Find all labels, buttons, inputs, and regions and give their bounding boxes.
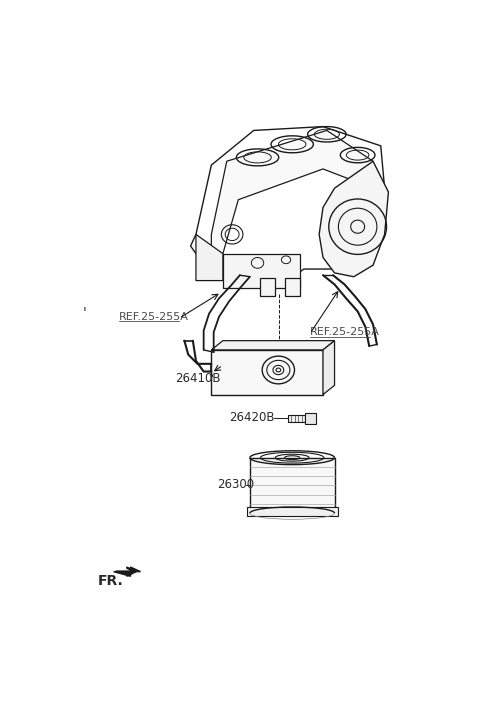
Polygon shape bbox=[250, 458, 335, 513]
Polygon shape bbox=[196, 234, 223, 281]
Polygon shape bbox=[260, 278, 275, 296]
Text: FR.: FR. bbox=[98, 574, 124, 588]
Text: 26300: 26300 bbox=[217, 478, 254, 491]
Polygon shape bbox=[191, 126, 384, 281]
Polygon shape bbox=[323, 340, 335, 395]
Text: ': ' bbox=[83, 306, 86, 320]
Polygon shape bbox=[247, 507, 337, 516]
Polygon shape bbox=[288, 416, 305, 421]
Polygon shape bbox=[114, 567, 141, 576]
Text: 26410B: 26410B bbox=[175, 372, 221, 385]
Text: REF.25-255A: REF.25-255A bbox=[310, 327, 380, 337]
Polygon shape bbox=[223, 253, 300, 289]
Polygon shape bbox=[211, 350, 323, 395]
Polygon shape bbox=[285, 278, 300, 296]
Polygon shape bbox=[211, 131, 373, 253]
Text: 26420B: 26420B bbox=[229, 411, 275, 424]
Polygon shape bbox=[211, 340, 335, 350]
Text: REF.25-255A: REF.25-255A bbox=[119, 312, 189, 322]
Polygon shape bbox=[319, 161, 388, 277]
Polygon shape bbox=[305, 413, 316, 424]
